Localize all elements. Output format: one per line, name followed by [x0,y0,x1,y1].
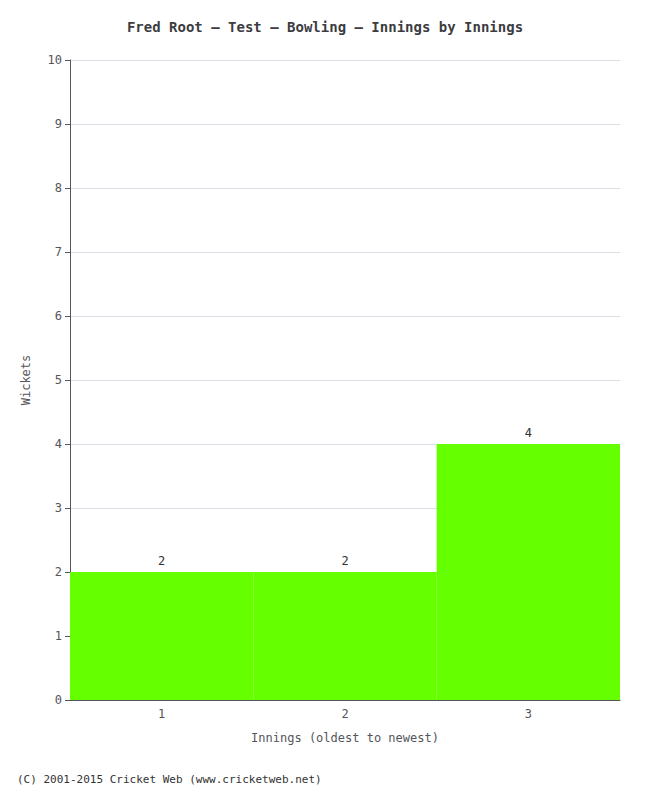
svg-text:2: 2 [341,707,348,721]
svg-text:8: 8 [55,181,62,195]
svg-text:0: 0 [55,693,62,707]
svg-text:3: 3 [55,501,62,515]
svg-text:4: 4 [525,426,532,440]
svg-text:3: 3 [525,707,532,721]
svg-text:2: 2 [158,554,165,568]
svg-text:Innings (oldest to newest): Innings (oldest to newest) [251,731,439,745]
svg-text:10: 10 [48,53,62,67]
svg-text:2: 2 [55,565,62,579]
svg-text:1: 1 [158,707,165,721]
svg-text:5: 5 [55,373,62,387]
svg-text:Fred Root – Test – Bowling – I: Fred Root – Test – Bowling – Innings by … [127,19,523,35]
svg-text:(C) 2001-2015 Cricket Web (www: (C) 2001-2015 Cricket Web (www.cricketwe… [17,773,322,786]
svg-text:1: 1 [55,629,62,643]
svg-text:9: 9 [55,117,62,131]
svg-text:4: 4 [55,437,62,451]
svg-text:Wickets: Wickets [19,355,33,406]
svg-text:2: 2 [341,554,348,568]
svg-text:6: 6 [55,309,62,323]
svg-text:7: 7 [55,245,62,259]
